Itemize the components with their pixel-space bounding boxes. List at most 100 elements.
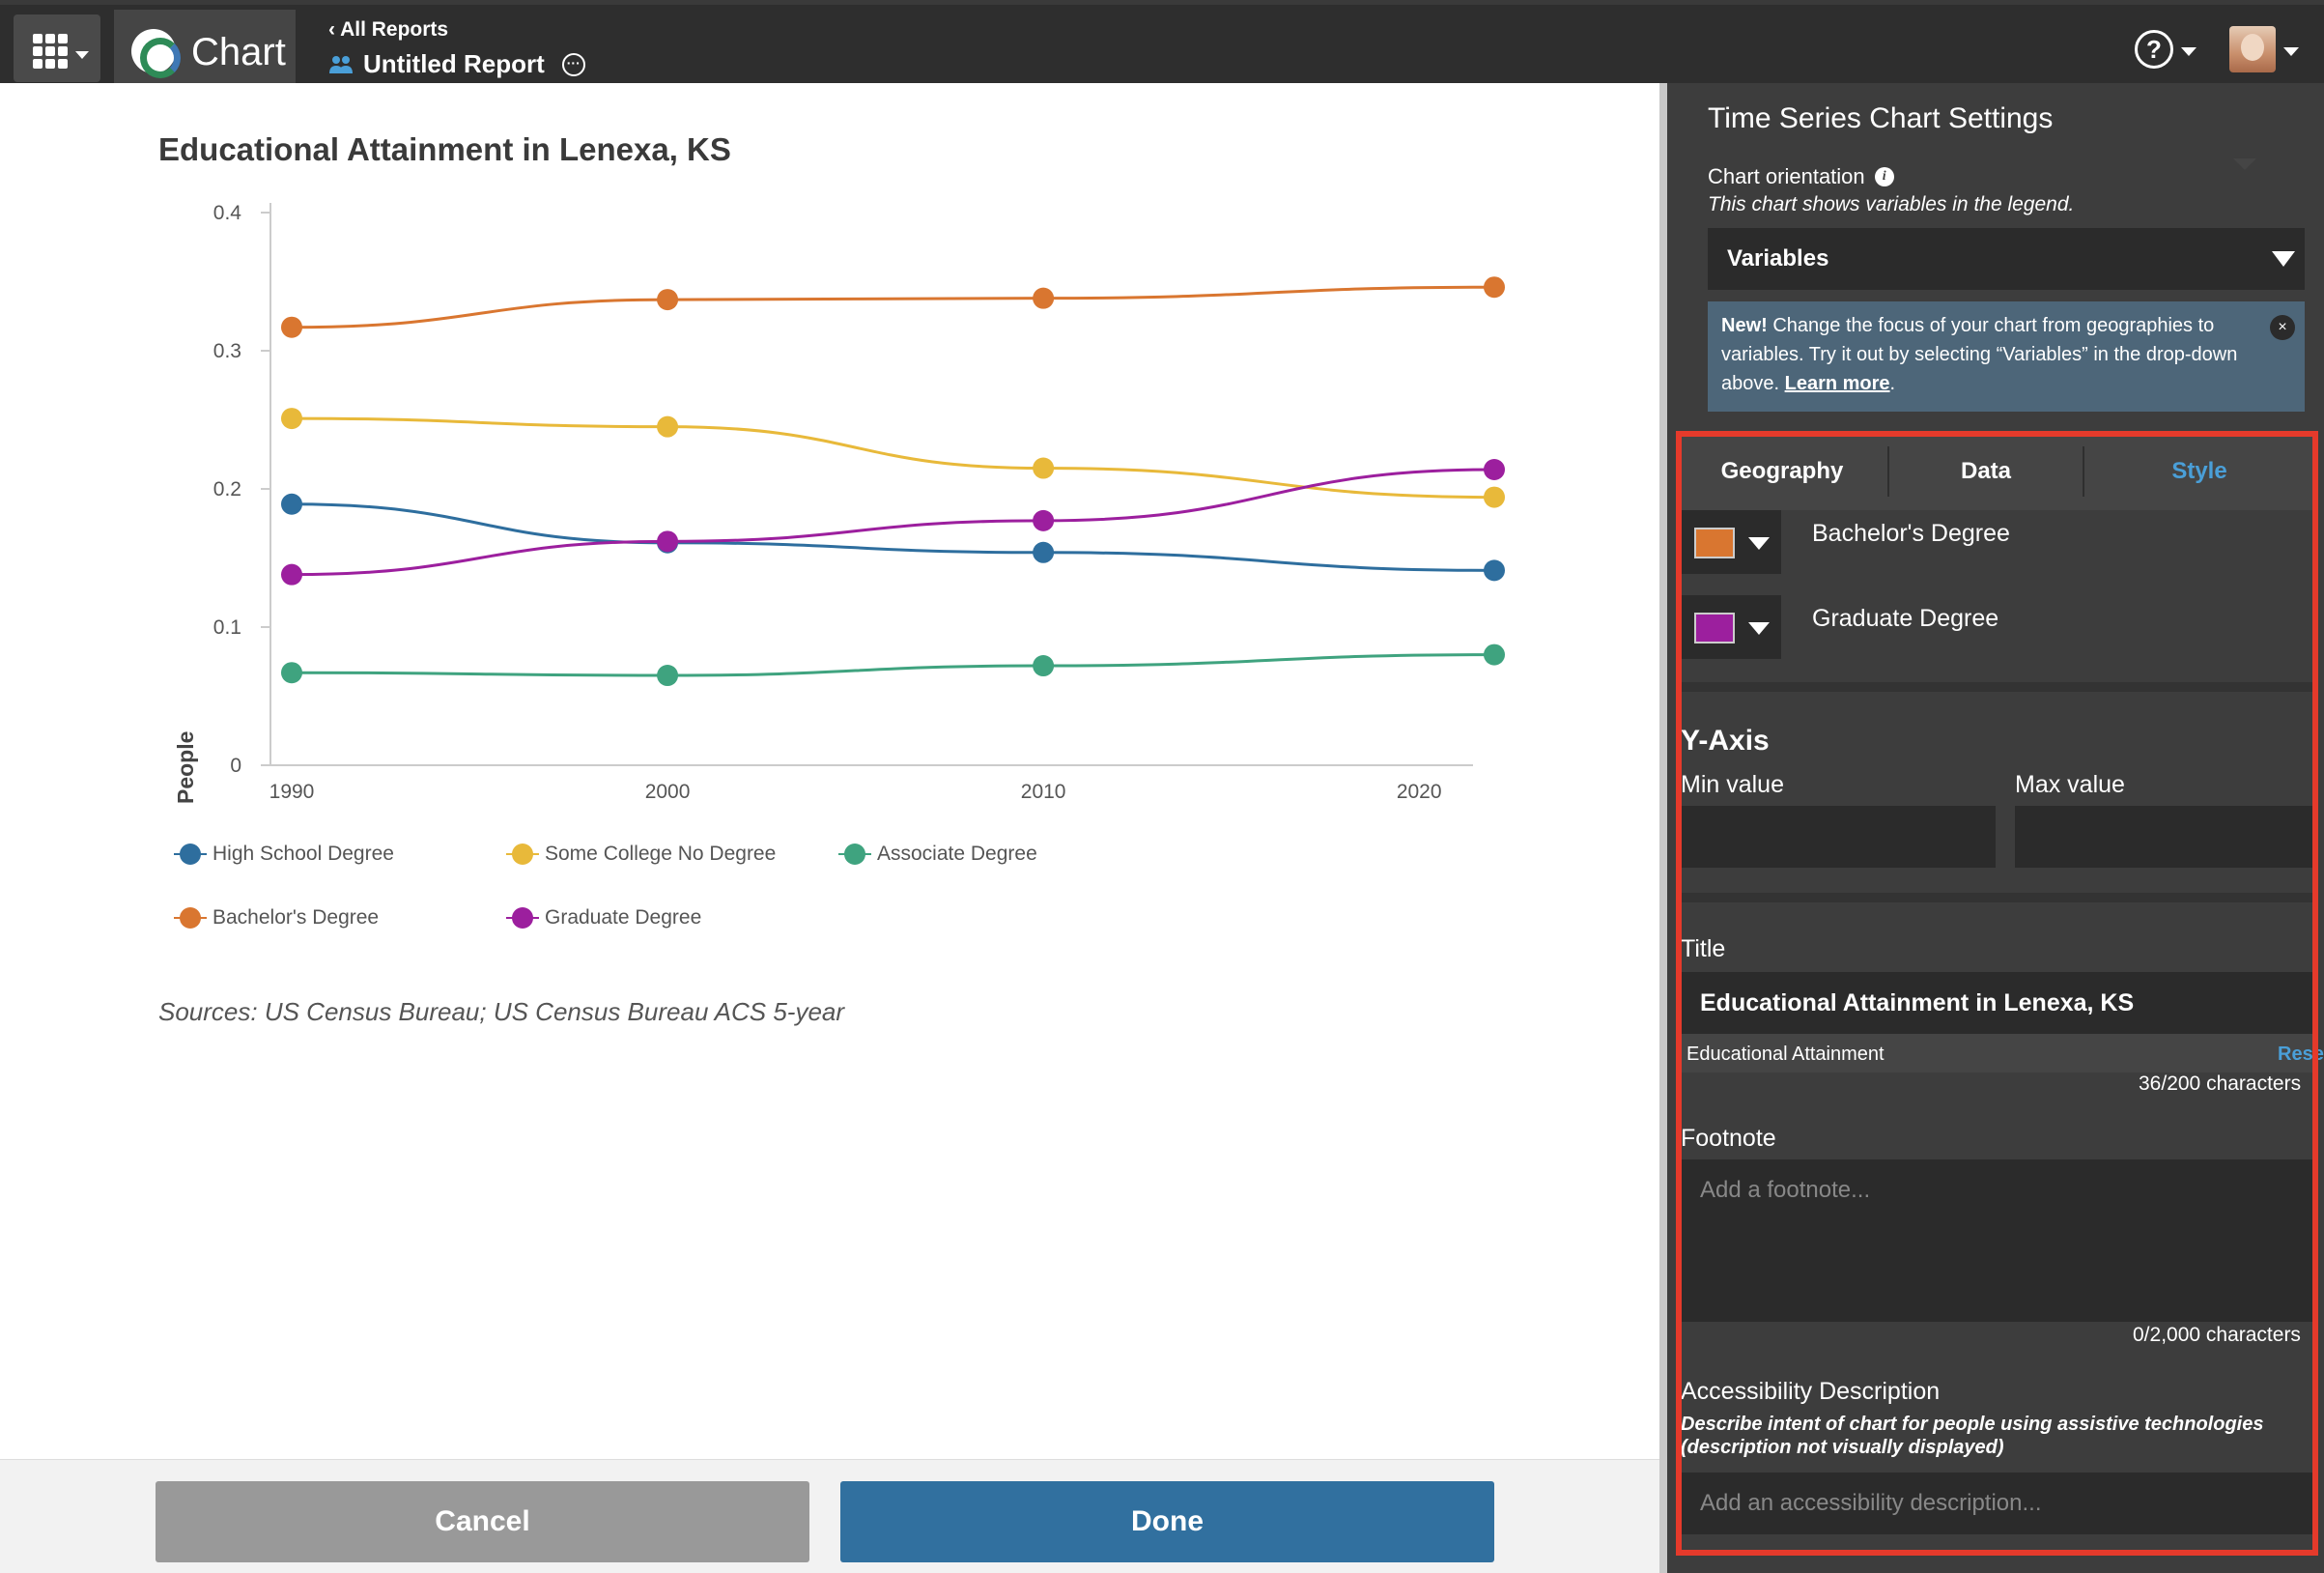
info-icon[interactable]: i bbox=[1874, 167, 1894, 186]
series-line bbox=[291, 653, 1495, 677]
data-point bbox=[1484, 458, 1505, 480]
people-icon bbox=[329, 55, 353, 73]
report-title[interactable]: Untitled Report ··· bbox=[328, 49, 585, 79]
color-swatch bbox=[1694, 528, 1735, 558]
avatar[interactable] bbox=[2229, 26, 2276, 72]
y-tick-label: 0.2 bbox=[213, 478, 241, 500]
dropdown-caret-icon bbox=[2272, 251, 2295, 267]
reset-title-link[interactable]: Reset bbox=[2278, 1044, 2324, 1065]
legend-marker bbox=[174, 907, 207, 929]
series-line bbox=[291, 416, 1495, 500]
min-value-label: Min value bbox=[1681, 771, 1784, 798]
accessibility-help-line: (description not visually displayed) bbox=[1681, 1437, 2004, 1458]
y-tick-label: 0.1 bbox=[213, 616, 241, 639]
max-value-input[interactable] bbox=[2015, 806, 2314, 868]
y-tick-label: 0.3 bbox=[213, 340, 241, 362]
legend-item[interactable]: Bachelor's Degree bbox=[174, 906, 380, 930]
orientation-select[interactable]: Variables bbox=[1708, 228, 2305, 290]
y-axis-label: People bbox=[173, 731, 198, 804]
active-tab-pointer bbox=[2233, 158, 2256, 170]
legend-label: High School Degree bbox=[213, 843, 394, 865]
legend-item[interactable]: Graduate Degree bbox=[506, 906, 702, 930]
more-options-icon[interactable]: ··· bbox=[561, 52, 585, 76]
orientation-value: Variables bbox=[1727, 245, 1829, 272]
notice-text-end: . bbox=[1889, 373, 1896, 394]
settings-panel: Time Series Chart Settings Chart orienta… bbox=[1667, 83, 2324, 1573]
legend-item[interactable]: Associate Degree bbox=[838, 843, 1037, 866]
line-chart: 0 0.1 0.2 0.3 0.4 1990 2000 2010 2020 People bbox=[173, 202, 1505, 804]
x-tick-label: 2020 bbox=[1397, 781, 1442, 803]
series-style-row: Bachelor's Degree bbox=[1677, 510, 2314, 574]
title-label: Title bbox=[1681, 935, 1726, 962]
chart-title: Educational Attainment in Lenexa, KS bbox=[158, 131, 731, 167]
tab-data[interactable]: Data bbox=[1960, 458, 2012, 484]
data-point bbox=[1033, 287, 1055, 309]
section-divider bbox=[1677, 893, 2314, 902]
min-value-input[interactable] bbox=[1681, 806, 1996, 868]
series-style-row: Graduate Degree bbox=[1677, 595, 2314, 659]
color-picker-button[interactable] bbox=[1681, 510, 1781, 574]
series-line bbox=[291, 502, 1495, 572]
chevron-down-icon bbox=[1748, 537, 1770, 550]
tab-style[interactable]: Style bbox=[2171, 458, 2227, 484]
color-picker-button[interactable] bbox=[1681, 595, 1781, 659]
legend-item[interactable]: Some College No Degree bbox=[506, 843, 776, 866]
data-point bbox=[1484, 276, 1505, 299]
orientation-help: This chart shows variables in the legend… bbox=[1708, 193, 2075, 215]
data-point bbox=[1484, 486, 1505, 508]
orientation-label: Chart orientation i bbox=[1708, 164, 1894, 189]
legend-label: Graduate Degree bbox=[545, 906, 702, 929]
report-title-text: Untitled Report bbox=[363, 49, 545, 78]
chevron-down-icon[interactable] bbox=[2283, 47, 2299, 56]
x-tick-label: 1990 bbox=[269, 781, 315, 803]
footnote-label: Footnote bbox=[1681, 1125, 1776, 1152]
notice-text: Change the focus of your chart from geog… bbox=[1721, 315, 2238, 394]
y-tick-label: 0 bbox=[230, 755, 241, 777]
title-default-row: Educational Attainment Reset bbox=[1681, 1034, 2324, 1072]
data-point bbox=[657, 530, 679, 553]
chevron-down-icon bbox=[75, 51, 89, 59]
color-swatch bbox=[1694, 613, 1735, 644]
series-line bbox=[291, 468, 1495, 577]
data-point bbox=[281, 563, 302, 586]
help-icon[interactable]: ? bbox=[2135, 30, 2173, 69]
chart-preview: Educational Attainment in Lenexa, KS 0 0.… bbox=[0, 83, 1659, 1459]
legend-label: Bachelor's Degree bbox=[213, 906, 380, 929]
data-point bbox=[1033, 509, 1055, 531]
accessibility-label: Accessibility Description bbox=[1681, 1378, 1941, 1405]
tab-separator bbox=[2083, 446, 2084, 497]
learn-more-link[interactable]: Learn more bbox=[1784, 373, 1890, 394]
footnote-textarea[interactable]: Add a footnote... bbox=[1681, 1159, 2318, 1322]
data-point bbox=[281, 316, 302, 338]
data-point bbox=[1033, 541, 1055, 563]
panel-title: Time Series Chart Settings bbox=[1708, 102, 2054, 134]
title-input[interactable]: Educational Attainment in Lenexa, KS bbox=[1681, 972, 2318, 1034]
accessibility-description-input[interactable]: Add an accessibility description... bbox=[1681, 1473, 2318, 1534]
chart-logo-icon bbox=[131, 29, 181, 78]
chevron-down-icon[interactable] bbox=[2181, 47, 2196, 56]
app-brand[interactable]: Chart bbox=[114, 10, 296, 88]
data-point bbox=[281, 408, 302, 430]
data-point bbox=[657, 665, 679, 687]
legend-label: Associate Degree bbox=[877, 843, 1037, 865]
legend-marker bbox=[506, 907, 539, 929]
series-label: Bachelor's Degree bbox=[1812, 520, 2010, 547]
tab-geography[interactable]: Geography bbox=[1720, 458, 1844, 484]
legend-marker bbox=[838, 844, 871, 865]
data-point bbox=[281, 662, 302, 684]
legend-item[interactable]: High School Degree bbox=[174, 843, 394, 866]
panel-divider[interactable] bbox=[1659, 83, 1667, 1573]
apps-menu-button[interactable] bbox=[14, 14, 100, 82]
action-bar: Cancel Done bbox=[0, 1459, 1659, 1573]
series-line bbox=[291, 285, 1495, 329]
apps-grid-icon bbox=[33, 34, 68, 69]
close-icon[interactable]: × bbox=[2270, 315, 2295, 340]
section-divider bbox=[1677, 682, 2314, 692]
done-button[interactable]: Done bbox=[840, 1481, 1494, 1562]
max-value-label: Max value bbox=[2015, 771, 2125, 798]
cancel-button[interactable]: Cancel bbox=[156, 1481, 809, 1562]
data-point bbox=[657, 415, 679, 438]
legend-marker bbox=[174, 844, 207, 865]
footnote-character-count: 0/2,000 characters bbox=[2133, 1324, 2301, 1346]
all-reports-link[interactable]: ‹ All Reports bbox=[328, 18, 448, 42]
